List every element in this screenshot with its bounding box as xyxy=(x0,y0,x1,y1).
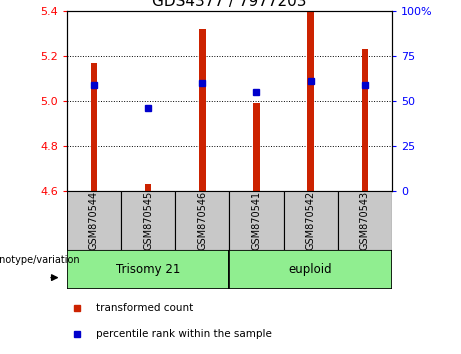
Bar xyxy=(199,29,206,191)
Bar xyxy=(337,191,392,250)
Bar xyxy=(284,191,337,250)
Text: genotype/variation: genotype/variation xyxy=(0,256,80,266)
Bar xyxy=(361,49,368,191)
Bar xyxy=(91,63,97,191)
Bar xyxy=(67,191,121,250)
Bar xyxy=(307,11,314,191)
Text: GSM870543: GSM870543 xyxy=(360,191,370,250)
Text: euploid: euploid xyxy=(289,263,332,275)
Text: GSM870544: GSM870544 xyxy=(89,191,99,250)
Bar xyxy=(121,191,175,250)
Bar xyxy=(253,103,260,191)
Text: GSM870542: GSM870542 xyxy=(306,191,316,250)
Bar xyxy=(67,250,229,289)
Text: transformed count: transformed count xyxy=(96,303,193,313)
Bar xyxy=(229,191,284,250)
Text: Trisomy 21: Trisomy 21 xyxy=(116,263,180,275)
Text: percentile rank within the sample: percentile rank within the sample xyxy=(96,329,272,339)
Bar xyxy=(175,191,229,250)
Text: GSM870541: GSM870541 xyxy=(251,191,261,250)
Title: GDS4377 / 7977203: GDS4377 / 7977203 xyxy=(152,0,307,10)
Bar xyxy=(145,184,151,191)
Text: GSM870545: GSM870545 xyxy=(143,191,153,250)
Bar xyxy=(229,250,392,289)
Text: GSM870546: GSM870546 xyxy=(197,191,207,250)
